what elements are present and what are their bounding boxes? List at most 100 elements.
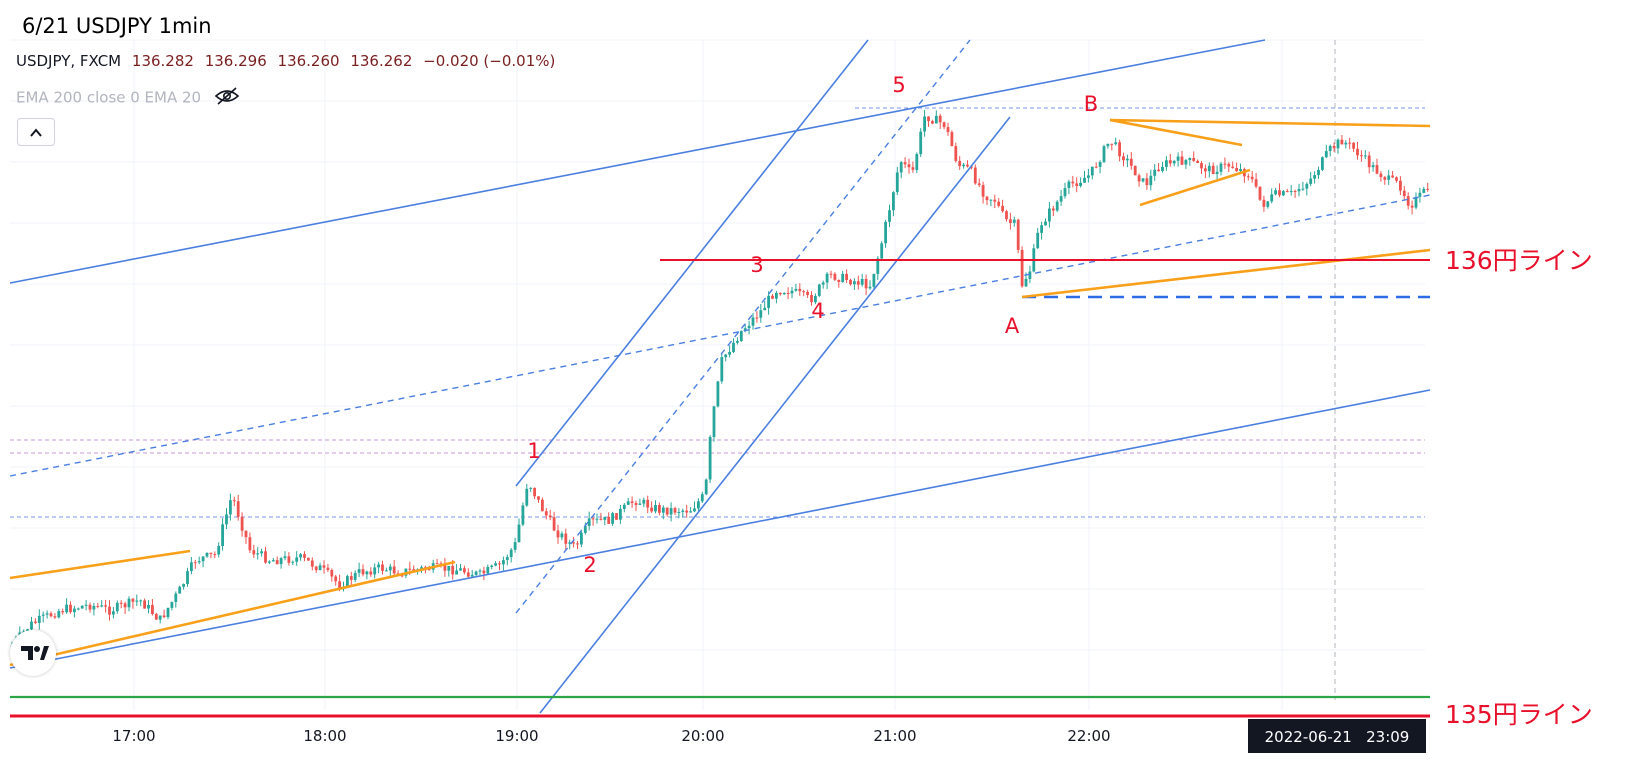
wave-labels: 1 2 3 4 5 A B [527, 73, 1098, 577]
candle-body [626, 501, 630, 505]
channel-lower-long [9, 389, 1431, 669]
steep-channel-left [515, 39, 869, 487]
candle-body [1036, 232, 1040, 249]
candle-body [568, 542, 572, 544]
candle-body [576, 543, 579, 545]
candle-body [521, 505, 525, 525]
x-tick-label: 18:00 [303, 727, 346, 745]
candle-body [580, 532, 583, 545]
candle-body [252, 550, 256, 555]
candle-body [689, 511, 692, 513]
candle-body [1001, 205, 1004, 212]
candle-body [1083, 177, 1086, 183]
candle-body [763, 307, 767, 311]
wave-label: 3 [750, 253, 763, 277]
candle-body [642, 499, 646, 504]
candle-body [681, 510, 685, 512]
orange-line-3 [1021, 248, 1431, 299]
candle-body [190, 562, 193, 572]
candle-body [1059, 196, 1063, 202]
candle-body [946, 127, 950, 133]
candle-body [1211, 165, 1215, 174]
candle-body [798, 288, 802, 292]
candle-body [1051, 208, 1055, 211]
tradingview-logo-icon[interactable] [10, 630, 56, 676]
candle-body [1161, 166, 1164, 171]
wave-label: B [1084, 92, 1098, 116]
candle-body [697, 501, 700, 509]
candle-body [369, 571, 373, 575]
candle-body [619, 508, 622, 520]
candle-body [564, 533, 568, 544]
candle-body [361, 569, 365, 575]
candle-body [186, 571, 189, 584]
candle-body [973, 167, 977, 184]
candle-body [385, 570, 388, 572]
candle-body [533, 487, 536, 497]
candle-body [279, 558, 283, 565]
candle-body [295, 557, 299, 562]
candle-body [314, 566, 318, 571]
low-value: 136.260 [277, 52, 340, 70]
candle-body [287, 556, 291, 563]
candle-body [330, 570, 334, 577]
candle-body [392, 566, 396, 574]
candle-body [61, 611, 65, 613]
candle-body [821, 282, 825, 285]
candle-body [268, 561, 271, 563]
candle-body [825, 273, 829, 283]
candle-body [104, 605, 107, 607]
candle-body [950, 132, 954, 147]
candle-body [1309, 178, 1313, 184]
candle-body [1356, 148, 1359, 156]
candle-body [1106, 143, 1110, 147]
candle-body [225, 514, 228, 525]
candle-body [1087, 175, 1090, 178]
candle-body [1192, 158, 1196, 161]
candle-body [1391, 175, 1394, 178]
candle-body [907, 164, 911, 168]
candle-body [751, 317, 755, 326]
x-tick-label: 21:00 [873, 727, 916, 745]
candle-body [1005, 211, 1008, 220]
candle-body [1383, 177, 1387, 180]
orange-line-1 [9, 549, 191, 580]
candle-body [1418, 192, 1422, 197]
candle-body [1375, 165, 1379, 174]
candle-body [158, 615, 162, 620]
candle-body [732, 342, 735, 352]
candle-body [73, 608, 76, 613]
candle-body [638, 503, 642, 505]
candle-body [1114, 142, 1118, 145]
candle-body [291, 561, 295, 563]
indicator-label: EMA 200 close 0 EMA 20 [16, 88, 202, 107]
candle-body [1219, 163, 1223, 172]
candle-body [34, 621, 37, 623]
crosshair-time-label: 2022-06-21 23:09 [1248, 719, 1426, 753]
collapse-legend-button[interactable] [17, 118, 55, 146]
candle-body [338, 581, 341, 589]
candle-body [525, 488, 529, 506]
candle-body [782, 293, 786, 295]
eye-slash-icon[interactable] [214, 86, 240, 110]
candle-body [849, 279, 852, 285]
candle-body [837, 280, 841, 282]
candle-body [127, 598, 131, 608]
candle-body [954, 146, 958, 161]
close-value: 136.262 [350, 52, 413, 70]
candle-body [49, 613, 53, 617]
candle-body [704, 479, 708, 495]
candle-body [502, 560, 505, 565]
candle-body [178, 586, 182, 594]
candle-body [170, 602, 174, 608]
candle-body [1165, 160, 1168, 167]
candle-body [65, 604, 68, 613]
candle-body [76, 608, 80, 610]
candle-body [630, 501, 634, 503]
candle-body [517, 524, 521, 543]
candle-body [264, 551, 267, 563]
candle-body [736, 341, 739, 343]
steep-channel-right [539, 116, 1011, 714]
candle-body [665, 507, 669, 515]
